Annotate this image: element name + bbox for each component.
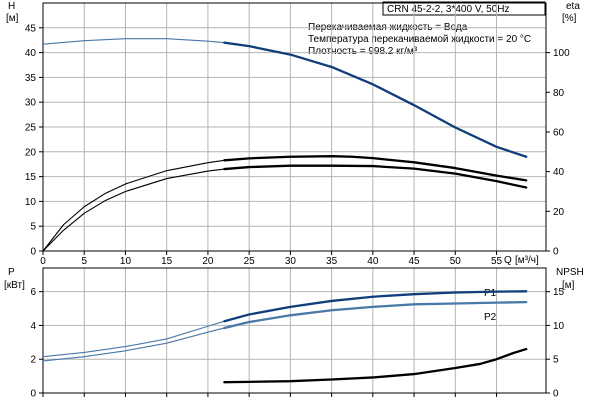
x-tick-label: 35 bbox=[326, 256, 338, 267]
top-series-1-operating-line bbox=[223, 155, 528, 182]
top-right-tick-label: 40 bbox=[553, 167, 565, 178]
x-axis-unit-q: [м³/ч] bbox=[515, 255, 539, 266]
top-right-tick-label: 60 bbox=[553, 127, 565, 138]
top-series-2-thin-line bbox=[42, 168, 225, 252]
x-tick-label: 50 bbox=[450, 256, 462, 267]
top-left-tick-label: 5 bbox=[30, 222, 36, 233]
bottom-series-p1-thin-line bbox=[42, 320, 225, 358]
x-tick-label: 15 bbox=[161, 256, 173, 267]
y-axis-label-power: P bbox=[8, 267, 15, 278]
top-right-tick-label: 0 bbox=[553, 247, 559, 258]
top-left-tick-label: 0 bbox=[30, 247, 36, 258]
annotation-density: Плотность = 998.2 кг/м³ bbox=[308, 46, 418, 57]
bottom-plot-frame bbox=[42, 267, 547, 394]
top-left-tick-label: 35 bbox=[25, 73, 37, 84]
top-left-tick-label: 15 bbox=[25, 172, 37, 183]
y-axis-unit-power: [кВт] bbox=[4, 280, 25, 291]
top-right-tick-label: 80 bbox=[553, 88, 565, 99]
x-tick-label: 30 bbox=[285, 256, 297, 267]
x-axis-label-q: Q bbox=[504, 255, 512, 266]
x-tick-label: 55 bbox=[491, 256, 503, 267]
x-tick-label: 5 bbox=[81, 256, 87, 267]
top-left-tick-label: 20 bbox=[25, 147, 37, 158]
bottom-series-p1-operating-line bbox=[223, 290, 528, 323]
top-left-tick-label: 45 bbox=[25, 23, 37, 34]
top-series-0-thin-line bbox=[42, 38, 225, 45]
x-tick-label: 45 bbox=[409, 256, 421, 267]
top-series-1-thin-line bbox=[42, 159, 225, 252]
y-axis-unit-head: [м] bbox=[6, 13, 19, 24]
bottom-right-tick-label: 0 bbox=[553, 389, 559, 400]
bottom-right-tick-label: 15 bbox=[553, 287, 565, 298]
bottom-right-tick-label: 5 bbox=[553, 355, 559, 366]
x-tick-label: 0 bbox=[40, 256, 46, 267]
y2-axis-label-npsh: NPSH bbox=[556, 267, 584, 278]
bottom-left-tick-label: 4 bbox=[30, 321, 36, 332]
top-plot-frame bbox=[42, 2, 547, 252]
top-left-tick-label: 40 bbox=[25, 48, 37, 59]
legend-label-p2: P2 bbox=[484, 312, 497, 323]
x-tick-label: 20 bbox=[202, 256, 214, 267]
y2-axis-unit-npsh: [м] bbox=[562, 280, 575, 291]
bottom-left-tick-label: 0 bbox=[30, 389, 36, 400]
top-right-tick-label: 100 bbox=[553, 48, 570, 59]
y-axis-label-head: H bbox=[8, 1, 15, 12]
top-right-tick-label: 20 bbox=[553, 207, 565, 218]
top-left-tick-label: 25 bbox=[25, 123, 37, 134]
chart-title: CRN 45-2-2, 3*400 V, 50Hz bbox=[387, 4, 509, 15]
bottom-series-p2-thin-line bbox=[42, 327, 225, 362]
annotation-temperature: Температура перекачиваемой жидкости = 20… bbox=[308, 34, 531, 45]
top-left-tick-label: 10 bbox=[25, 197, 37, 208]
bottom-left-tick-label: 2 bbox=[30, 355, 36, 366]
top-series-0-operating-line bbox=[223, 41, 528, 158]
x-tick-label: 40 bbox=[367, 256, 379, 267]
y2-axis-label-eta: eta bbox=[566, 1, 580, 12]
bottom-series-p2-operating-line bbox=[223, 300, 528, 330]
top-series-2-operating-line bbox=[223, 164, 528, 189]
x-tick-label: 10 bbox=[120, 256, 132, 267]
top-left-tick-label: 30 bbox=[25, 98, 37, 109]
bottom-left-tick-label: 6 bbox=[30, 287, 36, 298]
bottom-series-2-operating-line bbox=[223, 347, 528, 384]
y2-axis-unit-eta: [%] bbox=[562, 13, 577, 24]
chart-title-box bbox=[382, 1, 546, 16]
legend-label-p1: P1 bbox=[484, 288, 497, 299]
x-tick-label: 25 bbox=[244, 256, 256, 267]
bottom-right-tick-label: 10 bbox=[553, 321, 565, 332]
